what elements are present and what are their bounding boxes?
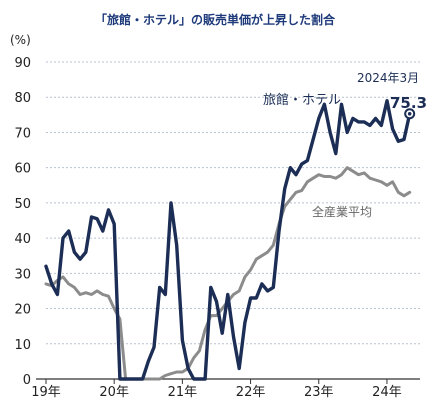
series-label-all-industry: 全産業平均	[312, 204, 372, 219]
x-tick-label: 21年	[168, 385, 198, 400]
gridlines	[46, 61, 420, 345]
x-tick-label: 23年	[304, 385, 334, 400]
y-axis-ticks: 0 10 20 30 40 50 60 70 80 90	[14, 56, 31, 388]
x-tick-label: 19年	[31, 385, 61, 400]
y-tick-label: 20	[14, 303, 31, 318]
x-tick-label: 24年	[372, 385, 402, 400]
y-tick-label: 50	[14, 197, 31, 212]
y-tick-label: 30	[14, 267, 31, 282]
x-tick-label: 20年	[99, 385, 129, 400]
chart-title: 「旅館・ホテル」の販売単価が上昇した割合	[95, 12, 336, 27]
x-axis-ticks: 19年 20年 21年 22年 23年 24年	[31, 379, 402, 400]
y-tick-label: 40	[14, 232, 31, 247]
series-lines	[44, 98, 412, 381]
y-tick-label: 80	[14, 91, 31, 106]
y-tick-label: 90	[14, 56, 31, 71]
x-tick-label: 22年	[236, 385, 266, 400]
y-tick-label: 10	[14, 338, 31, 353]
series-line-hotel	[44, 98, 412, 381]
latest-point-marker	[404, 108, 416, 120]
y-tick-label: 70	[14, 126, 31, 141]
annotation-value: 75.3	[390, 94, 427, 112]
latest-point-inner	[407, 111, 412, 116]
series-label-hotel: 旅館・ホテル	[263, 93, 341, 108]
annotation-date: 2024年3月	[357, 71, 419, 85]
y-tick-label: 60	[14, 162, 31, 177]
y-axis-unit: (%)	[10, 33, 31, 47]
y-tick-label: 0	[23, 373, 31, 388]
